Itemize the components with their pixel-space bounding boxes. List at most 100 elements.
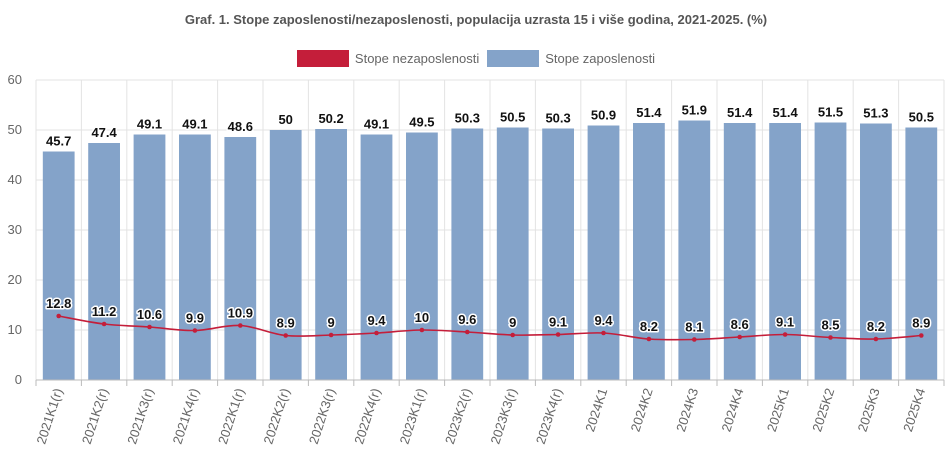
x-tick-label: 2025K1 bbox=[764, 386, 792, 433]
x-tick-label: 2021K4(r) bbox=[170, 386, 202, 446]
x-tick-label: 2024K3 bbox=[673, 386, 701, 433]
unemployment-point bbox=[692, 337, 697, 342]
employment-data-label: 48.6 bbox=[228, 119, 253, 134]
unemployment-point bbox=[510, 332, 515, 338]
employment-bar bbox=[88, 143, 120, 380]
unemployment-point bbox=[828, 335, 833, 340]
employment-bar bbox=[42, 151, 75, 380]
unemployment-point bbox=[646, 336, 652, 342]
unemployment-data-label: 11.2 bbox=[92, 304, 117, 319]
employment-data-label: 51.5 bbox=[818, 105, 843, 120]
employment-data-label: 50.5 bbox=[500, 110, 525, 125]
legend-label-unemployment: Stope nezaposlenosti bbox=[354, 51, 480, 66]
unemployment-data-label: 9 bbox=[327, 315, 334, 330]
y-tick-label: 20 bbox=[8, 272, 22, 287]
employment-bar bbox=[814, 122, 847, 380]
employment-bar bbox=[860, 123, 892, 380]
employment-data-label: 51.9 bbox=[682, 103, 707, 118]
unemployment-point bbox=[737, 334, 742, 340]
employment-bar bbox=[723, 123, 756, 380]
y-tick-label: 0 bbox=[15, 372, 22, 387]
unemployment-data-label: 10 bbox=[415, 310, 429, 325]
unemployment-point bbox=[328, 332, 334, 338]
x-tick-label: 2022K2(r) bbox=[260, 386, 292, 446]
legend-label-employment: Stope zaposlenosti bbox=[545, 51, 656, 66]
chart-legend: Stope nezaposlenosti Stope zaposlenosti bbox=[0, 50, 952, 67]
employment-data-label: 45.7 bbox=[46, 134, 71, 149]
unemployment-data-label: 8.5 bbox=[821, 318, 839, 333]
employment-data-label: 51.4 bbox=[772, 105, 798, 120]
employment-bar bbox=[315, 129, 347, 380]
unemployment-data-label: 10.6 bbox=[137, 307, 162, 322]
employment-bar bbox=[406, 132, 438, 380]
unemployment-data-label: 9.9 bbox=[186, 311, 204, 326]
employment-data-label: 50.3 bbox=[545, 111, 570, 126]
x-tick-label: 2023K4(r) bbox=[533, 386, 565, 446]
unemployment-line bbox=[58, 315, 922, 341]
unemployment-point bbox=[873, 336, 879, 342]
employment-data-label: 49.5 bbox=[409, 115, 434, 130]
employment-data-label: 51.4 bbox=[636, 105, 662, 120]
employment-bar bbox=[769, 123, 801, 380]
legend-item-unemployment[interactable]: Stope nezaposlenosti bbox=[296, 50, 480, 67]
x-tick-label: 2023K3(r) bbox=[487, 386, 519, 446]
employment-data-label: 49.1 bbox=[364, 117, 389, 132]
x-tick-label: 2022K3(r) bbox=[306, 386, 338, 446]
employment-bar bbox=[678, 120, 711, 380]
employment-data-label: 50.2 bbox=[318, 111, 343, 126]
legend-swatch-employment bbox=[487, 50, 540, 67]
unemployment-point bbox=[147, 324, 152, 330]
employment-bar bbox=[360, 134, 393, 380]
y-tick-label: 40 bbox=[8, 172, 22, 187]
employment-bar bbox=[905, 127, 938, 380]
x-tick-label: 2023K2(r) bbox=[442, 386, 474, 446]
x-tick-label: 2021K3(r) bbox=[124, 386, 156, 446]
x-tick-label: 2025K2 bbox=[809, 386, 837, 433]
unemployment-point bbox=[919, 333, 924, 338]
employment-data-label: 50.9 bbox=[591, 108, 616, 123]
unemployment-point bbox=[56, 313, 61, 319]
employment-data-label: 49.1 bbox=[182, 117, 207, 132]
unemployment-data-label: 9.4 bbox=[594, 313, 613, 328]
employment-bar bbox=[133, 134, 166, 380]
unemployment-point bbox=[419, 327, 425, 333]
unemployment-point bbox=[782, 332, 788, 337]
x-tick-label: 2022K4(r) bbox=[351, 386, 383, 446]
x-tick-label: 2024K4 bbox=[718, 386, 746, 433]
unemployment-data-label: 10.9 bbox=[228, 306, 253, 321]
employment-data-label: 47.4 bbox=[91, 125, 117, 140]
employment-data-label: 50.5 bbox=[909, 110, 934, 125]
y-tick-label: 50 bbox=[8, 122, 22, 137]
x-tick-label: 2022K1(r) bbox=[215, 386, 247, 446]
unemployment-point bbox=[601, 330, 606, 336]
x-tick-label: 2021K2(r) bbox=[79, 386, 111, 446]
employment-bar bbox=[451, 128, 484, 380]
employment-bar bbox=[587, 125, 620, 380]
legend-swatch-unemployment bbox=[296, 50, 349, 67]
employment-bar bbox=[542, 128, 574, 380]
y-tick-label: 30 bbox=[8, 222, 22, 237]
unemployment-data-label: 9.1 bbox=[549, 315, 567, 330]
employment-bar bbox=[496, 127, 529, 380]
unemployment-point bbox=[283, 333, 289, 338]
legend-item-employment[interactable]: Stope zaposlenosti bbox=[487, 50, 655, 67]
y-tick-label: 10 bbox=[8, 322, 22, 337]
employment-bar bbox=[224, 137, 257, 380]
x-tick-label: 2024K2 bbox=[628, 386, 656, 433]
unemployment-point bbox=[465, 329, 470, 335]
employment-bar bbox=[179, 134, 211, 380]
x-tick-label: 2025K3 bbox=[855, 386, 883, 433]
unemployment-data-label: 8.2 bbox=[640, 319, 658, 334]
unemployment-data-label: 8.6 bbox=[731, 317, 749, 332]
employment-data-label: 50.3 bbox=[455, 111, 480, 126]
employment-data-label: 51.4 bbox=[727, 105, 753, 120]
employment-data-label: 50 bbox=[278, 112, 292, 127]
y-tick-label: 60 bbox=[8, 72, 22, 87]
unemployment-point bbox=[101, 321, 107, 327]
unemployment-data-label: 12.8 bbox=[46, 296, 71, 311]
chart-title: Graf. 1. Stope zaposlenosti/nezaposlenos… bbox=[184, 12, 768, 27]
employment-data-label: 51.3 bbox=[863, 106, 888, 121]
unemployment-point bbox=[555, 332, 561, 337]
